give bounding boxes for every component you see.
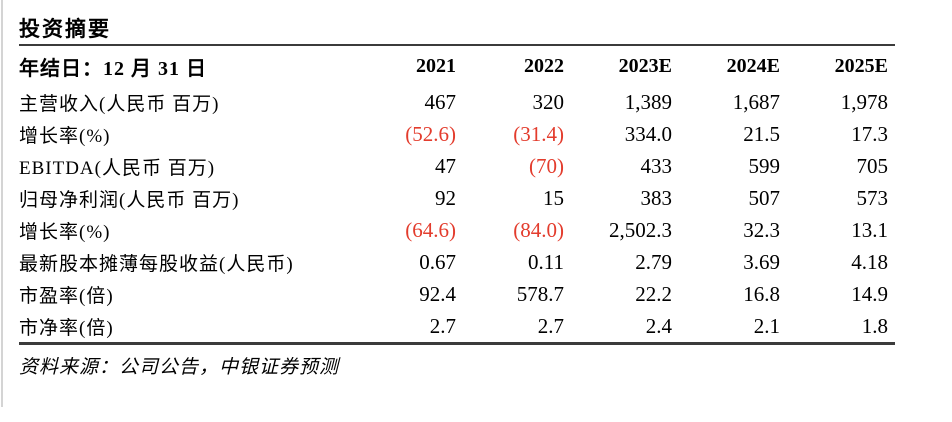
source-note: 资料来源：公司公告，中银证券预测 <box>19 357 340 378</box>
cell-value: 21.5 <box>743 121 780 146</box>
column-header-2024e: 2024E <box>726 54 780 77</box>
cell-value: 334.0 <box>624 121 672 146</box>
panel-content: 投资摘要 年结日：12 月 31 日 2021 2022 2023E 2024E… <box>19 0 895 379</box>
cell-value: 1.8 <box>861 313 888 338</box>
row-label: 市盈率(倍) <box>19 285 114 307</box>
column-header-2025e: 2025E <box>834 54 888 77</box>
cell-value: 573 <box>856 185 889 210</box>
row-pb-ratio: 市净率(倍) 2.7 2.7 2.4 2.1 1.8 <box>19 310 895 342</box>
cell-value: (70) <box>529 153 564 178</box>
cell-value: (52.6) <box>405 121 456 146</box>
cell-value: 22.2 <box>635 281 672 306</box>
cell-value: 599 <box>748 153 781 178</box>
column-header-2022: 2022 <box>524 54 564 77</box>
row-net-profit: 归母净利润(人民币 百万) 92 15 383 507 573 <box>19 182 895 214</box>
row-label: 最新股本摊薄每股收益(人民币) <box>19 253 294 275</box>
cell-value: 0.67 <box>419 249 456 274</box>
cell-value: 14.9 <box>851 281 888 306</box>
cell-value: 2.7 <box>537 313 564 338</box>
row-label: 增长率(%) <box>19 125 111 147</box>
cell-value: 705 <box>856 153 889 178</box>
cell-value: 47 <box>435 153 456 178</box>
cell-value: (64.6) <box>405 217 456 242</box>
cell-value: 383 <box>640 185 673 210</box>
page-edge-line <box>1 0 3 407</box>
row-label: 增长率(%) <box>19 221 111 243</box>
cell-value: 507 <box>748 185 781 210</box>
cell-value: 92.4 <box>419 281 456 306</box>
cell-value: 320 <box>532 89 565 114</box>
financial-summary-table: 年结日：12 月 31 日 2021 2022 2023E 2024E 2025… <box>19 46 895 342</box>
row-label: 主营收入(人民币 百万) <box>19 93 220 115</box>
cell-value: 2.79 <box>635 249 672 274</box>
cell-value: 2,502.3 <box>609 217 672 242</box>
cell-value: 15 <box>543 185 564 210</box>
cell-value: (31.4) <box>513 121 564 146</box>
column-header-2023e: 2023E <box>618 54 672 77</box>
cell-value: 3.69 <box>743 249 780 274</box>
cell-value: 0.11 <box>528 249 564 274</box>
cell-value: 2.7 <box>429 313 456 338</box>
cell-value: 16.8 <box>743 281 780 306</box>
cell-value: 1,687 <box>732 89 780 114</box>
cell-value: 578.7 <box>516 281 564 306</box>
cell-value: 433 <box>640 153 673 178</box>
row-diluted-eps: 最新股本摊薄每股收益(人民币) 0.67 0.11 2.79 3.69 4.18 <box>19 246 895 278</box>
section-title: 投资摘要 <box>19 0 895 46</box>
row-revenue: 主营收入(人民币 百万) 467 320 1,389 1,687 1,978 <box>19 86 895 118</box>
fiscal-year-end-label: 年结日：12 月 31 日 <box>19 57 207 80</box>
cell-value: 4.18 <box>851 249 888 274</box>
column-header-2021: 2021 <box>416 54 456 77</box>
row-label: EBITDA(人民币 百万) <box>19 157 216 179</box>
cell-value: 13.1 <box>851 217 888 242</box>
table-header-row: 年结日：12 月 31 日 2021 2022 2023E 2024E 2025… <box>19 46 895 86</box>
row-revenue-growth: 增长率(%) (52.6) (31.4) 334.0 21.5 17.3 <box>19 118 895 150</box>
row-label: 市净率(倍) <box>19 317 114 339</box>
cell-value: 92 <box>435 185 456 210</box>
row-label: 归母净利润(人民币 百万) <box>19 189 240 211</box>
cell-value: 467 <box>424 89 457 114</box>
cell-value: 17.3 <box>851 121 888 146</box>
cell-value: 1,389 <box>624 89 672 114</box>
cell-value: 2.1 <box>753 313 780 338</box>
cell-value: 32.3 <box>743 217 780 242</box>
cell-value: 1,978 <box>840 89 888 114</box>
cell-value: 2.4 <box>645 313 672 338</box>
row-ebitda: EBITDA(人民币 百万) 47 (70) 433 599 705 <box>19 150 895 182</box>
row-net-profit-growth: 增长率(%) (64.6) (84.0) 2,502.3 32.3 13.1 <box>19 214 895 246</box>
table-bottom-divider <box>19 342 895 345</box>
row-pe-ratio: 市盈率(倍) 92.4 578.7 22.2 16.8 14.9 <box>19 278 895 310</box>
cell-value: (84.0) <box>513 217 564 242</box>
